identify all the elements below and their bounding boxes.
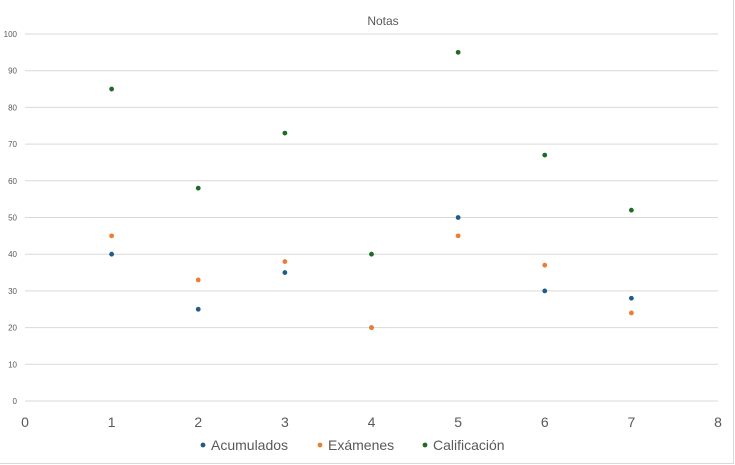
point-series-2-4[interactable] (455, 49, 461, 55)
legend-item-2[interactable]: Calificación (422, 437, 505, 453)
legend-marker-icon (200, 442, 206, 448)
point-series-2-0[interactable] (109, 86, 115, 92)
gridlines (25, 33, 718, 402)
x-tick-label: 5 (454, 414, 462, 430)
legend-marker-icon (422, 442, 428, 448)
point-series-2-6[interactable] (628, 207, 634, 213)
point-series-1-4[interactable] (455, 233, 461, 239)
y-tick-label: 40 (8, 250, 17, 259)
y-tick-label: 30 (8, 287, 17, 296)
y-tick-label: 70 (8, 140, 17, 149)
legend-label: Exámenes (328, 437, 394, 453)
point-series-0-6[interactable] (628, 295, 634, 301)
point-series-2-3[interactable] (369, 251, 374, 257)
chart-title: Notas (367, 14, 398, 28)
x-tick-label: 2 (194, 414, 202, 430)
y-tick-label: 20 (8, 324, 17, 333)
point-series-2-5[interactable] (542, 152, 548, 158)
x-tick-label: 7 (627, 414, 635, 430)
point-series-1-2[interactable] (282, 259, 288, 264)
y-tick-label: 0 (13, 397, 18, 406)
legend-label: Acumulados (211, 437, 288, 453)
x-tick-label: 0 (21, 414, 29, 430)
legend-item-0[interactable]: Acumulados (200, 437, 288, 453)
point-series-0-1[interactable] (195, 306, 201, 312)
x-tick-label: 8 (714, 414, 722, 430)
point-series-1-5[interactable] (542, 262, 548, 268)
data-points (109, 49, 634, 330)
legend-item-1[interactable]: Exámenes (317, 437, 395, 453)
y-axis-ticks: 0 10 20 30 40 50 60 70 80 90 100 (4, 30, 18, 406)
legend[interactable]: Acumulados Exámenes Calificación (200, 437, 505, 453)
point-series-0-0[interactable] (109, 251, 115, 257)
x-tick-label: 6 (541, 414, 549, 430)
y-tick-label: 10 (8, 360, 17, 369)
point-series-2-1[interactable] (195, 185, 201, 191)
point-series-0-2[interactable] (282, 270, 288, 275)
point-series-0-4[interactable] (455, 215, 461, 220)
y-tick-label: 50 (8, 214, 17, 223)
y-tick-label: 80 (8, 103, 17, 112)
point-series-2-2[interactable] (282, 130, 288, 136)
point-series-1-6[interactable] (628, 310, 634, 316)
x-tick-label: 4 (368, 414, 376, 430)
y-tick-label: 100 (4, 30, 18, 39)
point-series-1-3[interactable] (369, 325, 374, 330)
x-axis-ticks: 0 1 2 3 4 5 6 7 8 (21, 414, 722, 430)
x-tick-label: 1 (108, 414, 116, 430)
y-tick-label: 60 (8, 177, 17, 186)
legend-marker-icon (317, 442, 323, 448)
point-series-0-5[interactable] (542, 288, 548, 294)
legend-label: Calificación (433, 437, 505, 453)
x-tick-label: 3 (281, 414, 289, 430)
point-series-1-0[interactable] (109, 233, 115, 239)
y-tick-label: 90 (8, 67, 17, 76)
point-series-1-1[interactable] (195, 277, 201, 283)
